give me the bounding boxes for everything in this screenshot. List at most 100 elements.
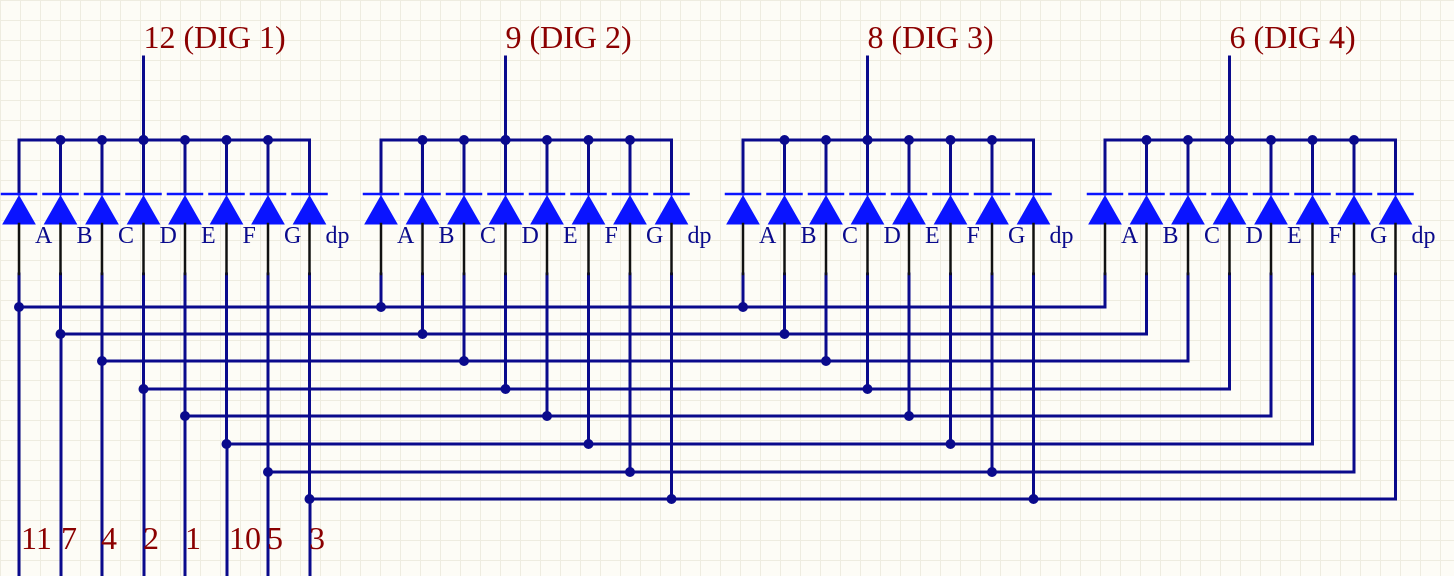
digit-title: 12 (DIG 1) bbox=[144, 19, 286, 55]
led-diode-icon bbox=[168, 194, 202, 225]
segment-label: D bbox=[522, 223, 539, 249]
junction-dot bbox=[180, 135, 190, 145]
led-diode-icon bbox=[251, 194, 285, 225]
junction-dot bbox=[500, 384, 511, 394]
segment-label: G bbox=[1370, 223, 1387, 249]
pin-number-label: 1 bbox=[185, 520, 201, 556]
segment-label: E bbox=[1287, 223, 1302, 249]
junction-dot bbox=[1349, 135, 1359, 145]
segment-label: G bbox=[1008, 223, 1025, 249]
digit-title: 8 (DIG 3) bbox=[868, 19, 994, 55]
led-diode-icon bbox=[1016, 194, 1051, 225]
segment-label: F bbox=[1329, 223, 1342, 249]
segment-label: E bbox=[201, 223, 216, 249]
segment-label: A bbox=[397, 223, 415, 249]
junction-dot bbox=[97, 135, 107, 145]
junction-dot bbox=[459, 135, 469, 145]
led-diode-icon bbox=[126, 194, 161, 225]
junction-dot bbox=[263, 135, 273, 145]
segment-label: D bbox=[1246, 223, 1263, 249]
pin-number-label: 11 bbox=[21, 520, 52, 556]
segment-label: B bbox=[439, 223, 455, 249]
segment-label: dp bbox=[688, 223, 712, 249]
junction-dot bbox=[821, 135, 831, 145]
junction-dot bbox=[542, 411, 552, 421]
junction-dot bbox=[542, 135, 552, 145]
junction-dot bbox=[417, 329, 428, 339]
junction-dot bbox=[376, 302, 386, 312]
junction-dot bbox=[221, 135, 232, 145]
pin-number-label: 3 bbox=[309, 520, 325, 556]
led-diode-icon bbox=[85, 194, 119, 225]
led-diode-icon bbox=[1337, 194, 1371, 225]
junction-dot bbox=[625, 135, 635, 145]
junction-dot bbox=[945, 135, 956, 145]
segment-label: F bbox=[605, 223, 618, 249]
led-diode-icon bbox=[364, 194, 398, 225]
led-diode-icon bbox=[209, 194, 244, 225]
led-diode-icon bbox=[654, 194, 689, 225]
led-diode-icon bbox=[892, 194, 926, 225]
segment-label: D bbox=[884, 223, 901, 249]
segment-label: C bbox=[842, 223, 858, 249]
segment-label: C bbox=[480, 223, 496, 249]
segment-label: dp bbox=[1050, 223, 1074, 249]
segment-label: C bbox=[1204, 223, 1220, 249]
junction-dot bbox=[945, 439, 956, 449]
led-diode-icon bbox=[850, 194, 885, 225]
led-diode-icon bbox=[292, 194, 327, 225]
pin-number-label: 10 bbox=[229, 520, 261, 556]
led-diode-icon bbox=[530, 194, 564, 225]
junction-dot bbox=[1183, 135, 1193, 145]
led-diode-icon bbox=[1254, 194, 1288, 225]
junction-dot bbox=[738, 302, 748, 312]
segment-label: dp bbox=[326, 223, 350, 249]
junction-dot bbox=[862, 135, 873, 145]
led-diode-icon bbox=[405, 194, 440, 225]
led-diode-icon bbox=[1088, 194, 1122, 225]
led-diode-icon bbox=[571, 194, 606, 225]
segment-label: F bbox=[967, 223, 980, 249]
digit-title: 6 (DIG 4) bbox=[1230, 19, 1356, 55]
led-diode-icon bbox=[809, 194, 843, 225]
junction-dot bbox=[779, 135, 790, 145]
pin-number-label: 2 bbox=[143, 520, 159, 556]
junction-dot bbox=[1028, 494, 1039, 504]
segment-label: F bbox=[243, 223, 256, 249]
led-diode-icon bbox=[975, 194, 1009, 225]
junction-dot bbox=[904, 135, 914, 145]
segment-label: E bbox=[563, 223, 578, 249]
led-diode-icon bbox=[1129, 194, 1164, 225]
segment-label: G bbox=[284, 223, 301, 249]
junction-dot bbox=[625, 467, 635, 477]
led-diode-icon bbox=[767, 194, 802, 225]
led-diode-icon bbox=[43, 194, 78, 225]
led-diode-icon bbox=[1171, 194, 1205, 225]
segment-label: C bbox=[118, 223, 134, 249]
led-diode-icon bbox=[2, 194, 36, 225]
led-diode-icon bbox=[447, 194, 481, 225]
led-diode-icon bbox=[726, 194, 760, 225]
led-diode-icon bbox=[613, 194, 647, 225]
junction-dot bbox=[1141, 135, 1152, 145]
junction-dot bbox=[862, 384, 873, 394]
pin-number-label: 4 bbox=[101, 520, 117, 556]
segment-label: A bbox=[35, 223, 53, 249]
segment-label: D bbox=[160, 223, 177, 249]
junction-dot bbox=[459, 356, 469, 366]
junction-dot bbox=[904, 411, 914, 421]
junction-dot bbox=[417, 135, 428, 145]
pin-number-label: 5 bbox=[267, 520, 283, 556]
led-diode-icon bbox=[488, 194, 523, 225]
led-diode-icon bbox=[1295, 194, 1330, 225]
segment-label: A bbox=[1121, 223, 1139, 249]
junction-dot bbox=[1224, 135, 1235, 145]
junction-dot bbox=[500, 135, 511, 145]
junction-dot bbox=[821, 356, 831, 366]
junction-dot bbox=[55, 135, 66, 145]
junction-dot bbox=[583, 439, 594, 449]
junction-dot bbox=[138, 135, 149, 145]
segment-label: B bbox=[801, 223, 817, 249]
segment-label: A bbox=[759, 223, 777, 249]
